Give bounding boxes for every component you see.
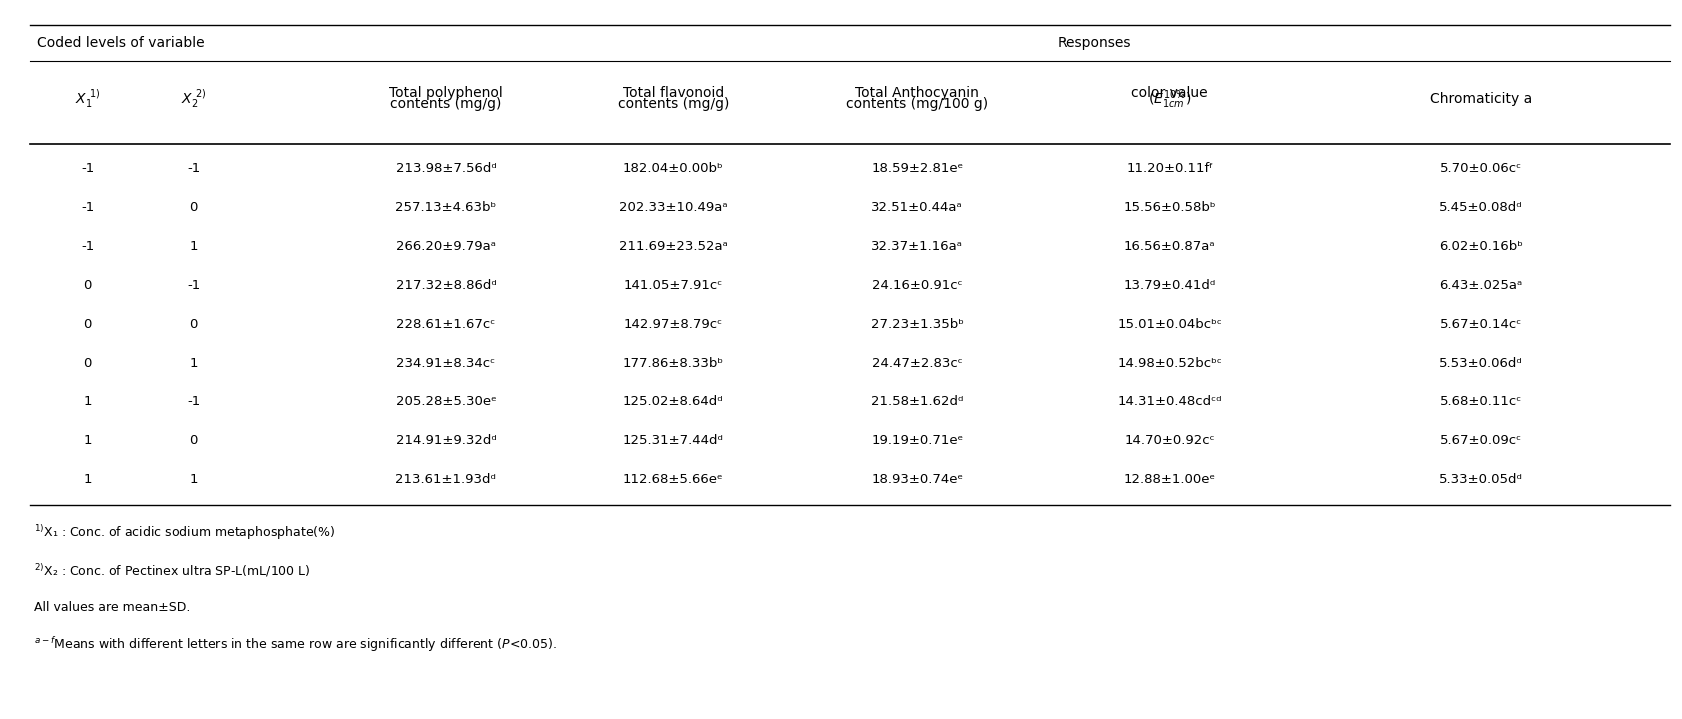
Text: 214.91±9.32dᵈ: 214.91±9.32dᵈ — [395, 434, 496, 447]
Text: Total flavonoid: Total flavonoid — [622, 86, 723, 100]
Text: 27.23±1.35bᵇ: 27.23±1.35bᵇ — [870, 318, 964, 331]
Text: 1: 1 — [188, 240, 198, 253]
Text: -1: -1 — [81, 240, 94, 253]
Text: 15.56±0.58bᵇ: 15.56±0.58bᵇ — [1122, 201, 1216, 214]
Text: $^{2)}$X₂ : Conc. of Pectinex ultra SP-L(mL/100 L): $^{2)}$X₂ : Conc. of Pectinex ultra SP-L… — [34, 562, 309, 579]
Text: 5.33±0.05dᵈ: 5.33±0.05dᵈ — [1438, 473, 1522, 486]
Text: 0: 0 — [190, 201, 197, 214]
Text: 1: 1 — [82, 434, 93, 447]
Text: 234.91±8.34cᶜ: 234.91±8.34cᶜ — [397, 357, 495, 370]
Text: 125.02±8.64dᵈ: 125.02±8.64dᵈ — [622, 395, 723, 408]
Text: 202.33±10.49aᵃ: 202.33±10.49aᵃ — [619, 201, 727, 214]
Text: contents (mg/g): contents (mg/g) — [617, 98, 728, 111]
Text: 32.51±0.44aᵃ: 32.51±0.44aᵃ — [871, 201, 962, 214]
Text: 1: 1 — [188, 473, 198, 486]
Text: 266.20±9.79aᵃ: 266.20±9.79aᵃ — [395, 240, 496, 253]
Text: 1: 1 — [82, 395, 93, 408]
Text: color value: color value — [1130, 86, 1208, 100]
Text: Total polyphenol: Total polyphenol — [389, 86, 503, 100]
Text: 142.97±8.79cᶜ: 142.97±8.79cᶜ — [624, 318, 722, 331]
Text: 24.16±0.91cᶜ: 24.16±0.91cᶜ — [871, 279, 962, 292]
Text: $(E^{10\%}_{1cm})$: $(E^{10\%}_{1cm})$ — [1147, 89, 1191, 111]
Text: 0: 0 — [84, 357, 91, 370]
Text: $X_1^{\ 1)}$: $X_1^{\ 1)}$ — [74, 88, 101, 110]
Text: -1: -1 — [81, 162, 94, 175]
Text: Chromaticity a: Chromaticity a — [1430, 92, 1531, 106]
Text: 5.67±0.09cᶜ: 5.67±0.09cᶜ — [1440, 434, 1521, 447]
Text: 213.98±7.56dᵈ: 213.98±7.56dᵈ — [395, 162, 496, 175]
Text: Responses: Responses — [1056, 36, 1130, 50]
Text: 13.79±0.41dᵈ: 13.79±0.41dᵈ — [1124, 279, 1214, 292]
Text: contents (mg/100 g): contents (mg/100 g) — [846, 98, 987, 111]
Text: contents (mg/g): contents (mg/g) — [390, 98, 501, 111]
Text: 182.04±0.00bᵇ: 182.04±0.00bᵇ — [622, 162, 723, 175]
Text: 11.20±0.11fᶠ: 11.20±0.11fᶠ — [1125, 162, 1213, 175]
Text: -1: -1 — [187, 395, 200, 408]
Text: 21.58±1.62dᵈ: 21.58±1.62dᵈ — [871, 395, 962, 408]
Text: 18.93±0.74eᵉ: 18.93±0.74eᵉ — [871, 473, 962, 486]
Text: $^{a-f}$Means with different letters in the same row are significantly different: $^{a-f}$Means with different letters in … — [34, 636, 557, 654]
Text: 14.70±0.92cᶜ: 14.70±0.92cᶜ — [1124, 434, 1214, 447]
Text: 1: 1 — [188, 357, 198, 370]
Text: -1: -1 — [187, 162, 200, 175]
Text: 16.56±0.87aᵃ: 16.56±0.87aᵃ — [1124, 240, 1214, 253]
Text: 0: 0 — [190, 434, 197, 447]
Text: 5.70±0.06cᶜ: 5.70±0.06cᶜ — [1440, 162, 1521, 175]
Text: -1: -1 — [81, 201, 94, 214]
Text: 5.45±0.08dᵈ: 5.45±0.08dᵈ — [1438, 201, 1522, 214]
Text: Coded levels of variable: Coded levels of variable — [37, 36, 205, 50]
Text: 14.98±0.52bcᵇᶜ: 14.98±0.52bcᵇᶜ — [1117, 357, 1221, 370]
Text: All values are mean±SD.: All values are mean±SD. — [34, 601, 190, 614]
Text: 5.67±0.14cᶜ: 5.67±0.14cᶜ — [1440, 318, 1521, 331]
Text: 6.43±.025aᵃ: 6.43±.025aᵃ — [1438, 279, 1522, 292]
Text: 15.01±0.04bcᵇᶜ: 15.01±0.04bcᵇᶜ — [1117, 318, 1221, 331]
Text: 257.13±4.63bᵇ: 257.13±4.63bᵇ — [395, 201, 496, 214]
Text: 0: 0 — [84, 318, 91, 331]
Text: $^{1)}$X₁ : Conc. of acidic sodium metaphosphate(%): $^{1)}$X₁ : Conc. of acidic sodium metap… — [34, 523, 335, 542]
Text: 211.69±23.52aᵃ: 211.69±23.52aᵃ — [619, 240, 727, 253]
Text: 5.68±0.11cᶜ: 5.68±0.11cᶜ — [1440, 395, 1521, 408]
Text: 19.19±0.71eᵉ: 19.19±0.71eᵉ — [871, 434, 962, 447]
Text: 14.31±0.48cdᶜᵈ: 14.31±0.48cdᶜᵈ — [1117, 395, 1221, 408]
Text: 228.61±1.67cᶜ: 228.61±1.67cᶜ — [397, 318, 495, 331]
Text: 6.02±0.16bᵇ: 6.02±0.16bᵇ — [1438, 240, 1522, 253]
Text: Total Anthocyanin: Total Anthocyanin — [854, 86, 979, 100]
Text: $X_2^{\ 2)}$: $X_2^{\ 2)}$ — [180, 88, 207, 110]
Text: 12.88±1.00eᵉ: 12.88±1.00eᵉ — [1124, 473, 1214, 486]
Text: 18.59±2.81eᵉ: 18.59±2.81eᵉ — [871, 162, 962, 175]
Text: 1: 1 — [82, 473, 93, 486]
Text: 125.31±7.44dᵈ: 125.31±7.44dᵈ — [622, 434, 723, 447]
Text: 5.53±0.06dᵈ: 5.53±0.06dᵈ — [1438, 357, 1522, 370]
Text: 213.61±1.93dᵈ: 213.61±1.93dᵈ — [395, 473, 496, 486]
Text: 0: 0 — [84, 279, 91, 292]
Text: 112.68±5.66eᵉ: 112.68±5.66eᵉ — [622, 473, 723, 486]
Text: 177.86±8.33bᵇ: 177.86±8.33bᵇ — [622, 357, 723, 370]
Text: 0: 0 — [190, 318, 197, 331]
Text: -1: -1 — [187, 279, 200, 292]
Text: 141.05±7.91cᶜ: 141.05±7.91cᶜ — [624, 279, 722, 292]
Text: 24.47±2.83cᶜ: 24.47±2.83cᶜ — [871, 357, 962, 370]
Text: 32.37±1.16aᵃ: 32.37±1.16aᵃ — [871, 240, 962, 253]
Text: 205.28±5.30eᵉ: 205.28±5.30eᵉ — [395, 395, 496, 408]
Text: 217.32±8.86dᵈ: 217.32±8.86dᵈ — [395, 279, 496, 292]
